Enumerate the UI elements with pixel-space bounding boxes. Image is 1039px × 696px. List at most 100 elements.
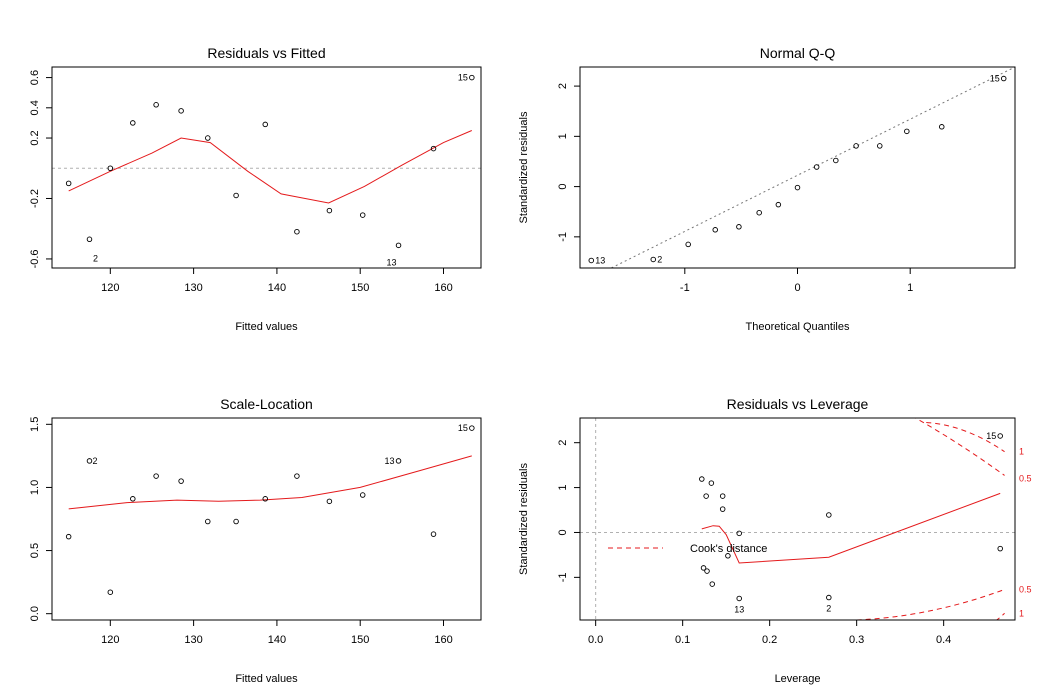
point-label: 13 (595, 255, 605, 265)
plot-area (580, 418, 1015, 620)
x-tick-label: 120 (101, 634, 119, 646)
x-tick-label: 0.2 (762, 634, 777, 646)
data-point (588, 257, 595, 264)
x-tick-label: 1 (907, 282, 913, 294)
y-tick-label: 1.0 (29, 480, 41, 495)
data-point (294, 228, 300, 235)
chart-title: Residuals vs Fitted (207, 45, 325, 61)
data-point (153, 473, 159, 479)
data-point (205, 135, 211, 141)
point-label: 2 (826, 604, 831, 614)
point-label: 2 (93, 253, 98, 263)
plot-frame (51, 66, 482, 269)
chart-title: Normal Q-Q (760, 45, 836, 61)
panel-2: Normal Q-Q Theoretical Quantiles Standardi… (518, 45, 1016, 333)
data-point (794, 184, 801, 191)
data-point (826, 594, 832, 601)
data-point (736, 224, 742, 230)
plot-frame (579, 417, 1016, 621)
lowess-smooth-line (68, 455, 472, 510)
x-tick-label: 130 (184, 634, 202, 646)
qq-reference-line (610, 67, 1015, 268)
y-tick-label: 0 (557, 184, 569, 190)
lowess-smooth-line (701, 492, 1001, 564)
point-label: 2 (92, 456, 97, 466)
data-point (719, 493, 726, 499)
point-label: 15 (458, 73, 468, 83)
data-point (395, 242, 402, 249)
data-point (708, 480, 715, 486)
data-point (395, 458, 402, 464)
plot-area (52, 74, 481, 249)
chart-title: Scale-Location (220, 396, 313, 412)
plot-area (588, 67, 1015, 268)
y-tick-label: 0.2 (29, 130, 41, 145)
data-point (904, 128, 910, 135)
cooks-contour-label: 1 (1019, 447, 1024, 457)
data-point (153, 102, 159, 108)
point-label: 15 (990, 74, 1000, 84)
data-point (938, 124, 945, 130)
data-point (469, 74, 475, 81)
y-tick-label: 1.5 (29, 417, 41, 432)
x-tick-label: 0 (794, 282, 800, 294)
data-point (359, 212, 366, 218)
point-label: 13 (734, 604, 744, 614)
data-point (685, 241, 691, 248)
data-point (205, 518, 211, 525)
data-point (736, 595, 742, 602)
data-point (703, 493, 709, 499)
y-tick-label: 0 (557, 529, 569, 535)
x-tick-label: 0.3 (849, 634, 864, 646)
x-axis-label: Theoretical Quantiles (746, 321, 850, 333)
y-tick-label: -1 (557, 572, 569, 582)
data-point (997, 545, 1003, 552)
point-label: 15 (458, 423, 468, 433)
data-point (756, 209, 762, 216)
x-tick-label: 120 (101, 282, 119, 294)
point-label: 2 (657, 254, 662, 264)
cooks-contour-upper-0.5 (914, 418, 1005, 476)
data-point (775, 201, 782, 208)
data-point (178, 478, 184, 484)
y-tick-label: 0.5 (29, 543, 41, 558)
data-point (469, 425, 475, 431)
y-tick-label: 0.6 (29, 70, 41, 85)
data-point (699, 476, 705, 482)
data-point (833, 157, 839, 164)
data-point (178, 108, 184, 114)
data-point (359, 492, 366, 498)
y-tick-label: -0.2 (29, 189, 41, 208)
y-tick-label: 2 (557, 83, 569, 89)
x-tick-label: -1 (680, 282, 690, 294)
panel-3: Scale-Location Fitted values 15 2 13 120 130 14… (29, 396, 482, 685)
y-tick-label: 0.4 (29, 100, 41, 115)
x-tick-label: 130 (184, 282, 202, 294)
plot-frame (51, 417, 482, 621)
data-point (326, 207, 333, 214)
x-axis-label: Fitted values (235, 673, 298, 685)
lowess-smooth-line (68, 130, 472, 204)
data-point (430, 145, 437, 152)
y-tick-label: 2 (557, 440, 569, 446)
data-point (233, 518, 239, 525)
data-point (709, 581, 715, 587)
data-point (826, 512, 832, 518)
point-label: 13 (387, 257, 397, 267)
data-point (813, 164, 820, 170)
y-axis-label: Standardized residuals (518, 111, 530, 223)
x-tick-label: 150 (351, 282, 369, 294)
x-tick-label: 140 (268, 634, 286, 646)
x-tick-label: 150 (351, 634, 369, 646)
data-point (262, 121, 269, 128)
cooks-contour-lower-0.5 (856, 589, 1005, 620)
data-point (719, 506, 726, 512)
x-tick-label: 160 (434, 282, 452, 294)
data-point (107, 165, 114, 172)
data-point (262, 496, 269, 502)
panel-1: Residuals vs Fitted Fitted values 15 2 13 120… (29, 45, 482, 333)
data-point (430, 531, 437, 537)
data-point (65, 533, 72, 540)
legend-label: Cook's distance (690, 543, 767, 555)
